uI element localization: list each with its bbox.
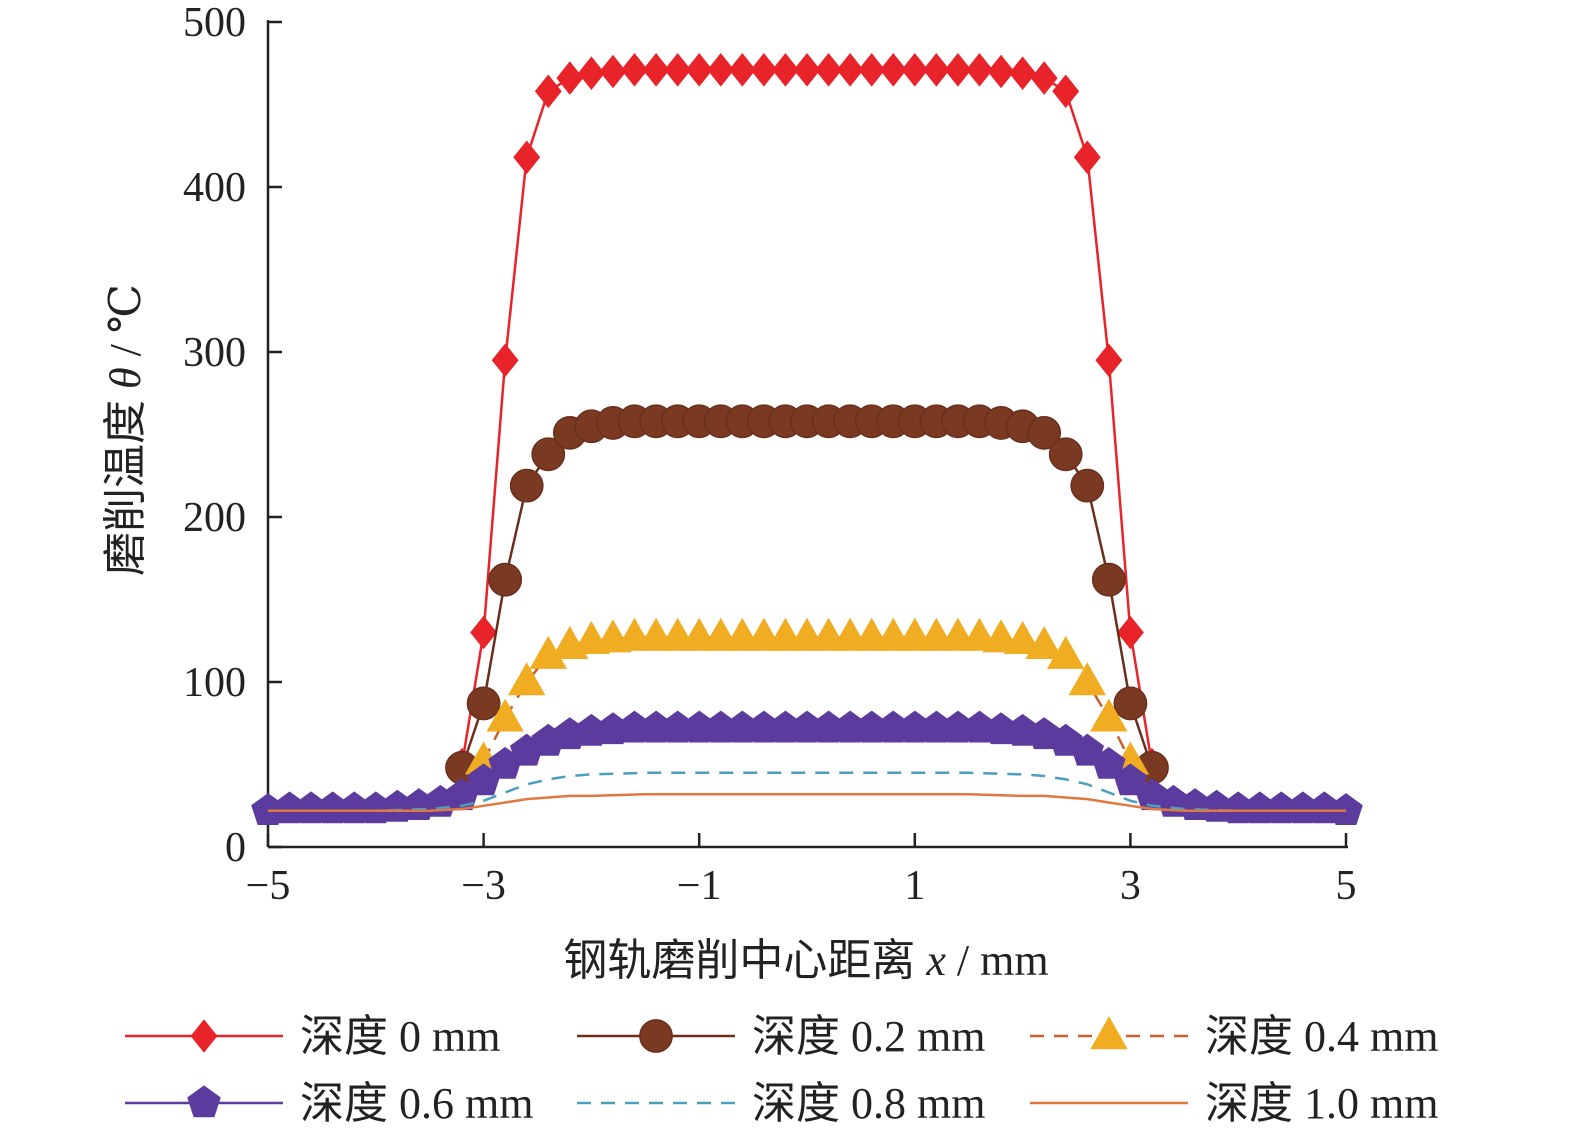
legend-swatch-marker bbox=[187, 1085, 221, 1118]
data-point bbox=[815, 53, 843, 87]
data-point bbox=[966, 53, 993, 87]
data-point bbox=[922, 53, 950, 87]
legend: 深度 0 mm 深度 0.2 mm 深度 0.4 mm 深度 0.6 mm 深度 0.8… bbox=[125, 1012, 1438, 1128]
series-2 bbox=[464, 617, 1150, 775]
data-point bbox=[1113, 686, 1148, 721]
data-point bbox=[470, 615, 498, 650]
x-tick-label: 5 bbox=[1336, 863, 1357, 909]
data-point bbox=[1027, 415, 1062, 450]
x-tick-label: 3 bbox=[1120, 863, 1141, 909]
data-point bbox=[1047, 635, 1085, 669]
data-point bbox=[771, 53, 799, 87]
data-point bbox=[1095, 343, 1123, 378]
ticks: 0 100 200 300 400 500 −5 −3 −1 1 3 5 bbox=[183, 0, 1357, 909]
data-point bbox=[1030, 61, 1058, 95]
axes bbox=[266, 20, 1348, 849]
y-tick-label: 0 bbox=[225, 825, 246, 871]
x-tick-label: −1 bbox=[677, 863, 722, 909]
y-tick-label: 500 bbox=[183, 0, 246, 46]
legend-swatch-marker bbox=[190, 1019, 218, 1053]
data-point bbox=[1113, 763, 1148, 796]
legend-item: 深度 0.2 mm bbox=[577, 1012, 985, 1061]
data-point bbox=[1003, 621, 1042, 654]
data-point bbox=[750, 53, 778, 87]
data-point bbox=[509, 468, 544, 503]
data-point bbox=[879, 53, 907, 87]
legend-item: 深度 0 mm bbox=[125, 1012, 500, 1061]
data-point bbox=[1329, 793, 1363, 825]
data-point bbox=[556, 61, 584, 95]
x-tick-label: 1 bbox=[904, 863, 925, 909]
data-point bbox=[707, 53, 735, 87]
series-line bbox=[268, 792, 1346, 812]
data-point bbox=[1025, 625, 1063, 659]
series-5 bbox=[268, 792, 1346, 812]
data-point bbox=[491, 343, 519, 378]
data-point bbox=[1116, 615, 1144, 650]
data-point bbox=[488, 562, 523, 597]
legend-label: 深度 0.8 mm bbox=[752, 1079, 985, 1128]
y-axis-title: 磨削温度 θ / ℃ bbox=[101, 284, 150, 576]
data-point bbox=[577, 56, 605, 90]
data-point bbox=[1073, 140, 1101, 175]
plot-area bbox=[251, 53, 1363, 825]
data-point bbox=[642, 53, 670, 87]
series-1 bbox=[445, 404, 1169, 785]
legend-label: 深度 0 mm bbox=[300, 1012, 500, 1061]
data-point bbox=[1070, 468, 1105, 503]
legend-item: 深度 1.0 mm bbox=[1030, 1079, 1438, 1128]
x-axis-title: 钢轨磨削中心距离 x / mm bbox=[563, 936, 1048, 985]
data-point bbox=[534, 74, 562, 109]
data-point bbox=[793, 53, 821, 87]
data-point bbox=[531, 437, 566, 472]
data-point bbox=[486, 698, 524, 732]
data-point bbox=[599, 54, 627, 89]
y-tick-label: 300 bbox=[183, 330, 246, 376]
y-tick-label: 100 bbox=[183, 660, 246, 706]
legend-label: 深度 0.2 mm bbox=[752, 1012, 985, 1061]
x-tick-label: −3 bbox=[461, 863, 506, 909]
data-point bbox=[1009, 56, 1037, 90]
data-point bbox=[1091, 562, 1126, 597]
data-point bbox=[1092, 746, 1126, 779]
legend-label: 深度 1.0 mm bbox=[1205, 1079, 1438, 1128]
data-point bbox=[1068, 662, 1106, 696]
data-point bbox=[621, 53, 648, 87]
data-point bbox=[901, 53, 929, 87]
series-3 bbox=[251, 710, 1363, 825]
legend-item: 深度 0.6 mm bbox=[125, 1079, 533, 1128]
data-point bbox=[508, 662, 546, 696]
series-0 bbox=[448, 53, 1166, 782]
legend-label: 深度 0.6 mm bbox=[300, 1079, 533, 1128]
data-point bbox=[987, 54, 1015, 89]
legend-item: 深度 0.8 mm bbox=[577, 1079, 985, 1128]
data-point bbox=[1090, 698, 1128, 732]
data-point bbox=[466, 686, 501, 721]
y-tick-label: 200 bbox=[183, 495, 246, 541]
x-tick-label: −5 bbox=[246, 863, 291, 909]
legend-item: 深度 0.4 mm bbox=[1030, 1012, 1438, 1061]
data-point bbox=[836, 53, 864, 87]
data-point bbox=[664, 53, 692, 87]
data-point bbox=[513, 140, 541, 175]
legend-swatch-marker bbox=[1090, 1016, 1128, 1050]
data-point bbox=[685, 53, 713, 87]
y-tick-label: 400 bbox=[183, 165, 246, 211]
data-point bbox=[944, 53, 972, 87]
data-point bbox=[728, 53, 756, 87]
data-point bbox=[858, 53, 886, 87]
data-point bbox=[1048, 437, 1083, 472]
legend-swatch-marker bbox=[639, 1019, 673, 1053]
data-point bbox=[1052, 74, 1080, 109]
legend-label: 深度 0.4 mm bbox=[1205, 1012, 1438, 1061]
